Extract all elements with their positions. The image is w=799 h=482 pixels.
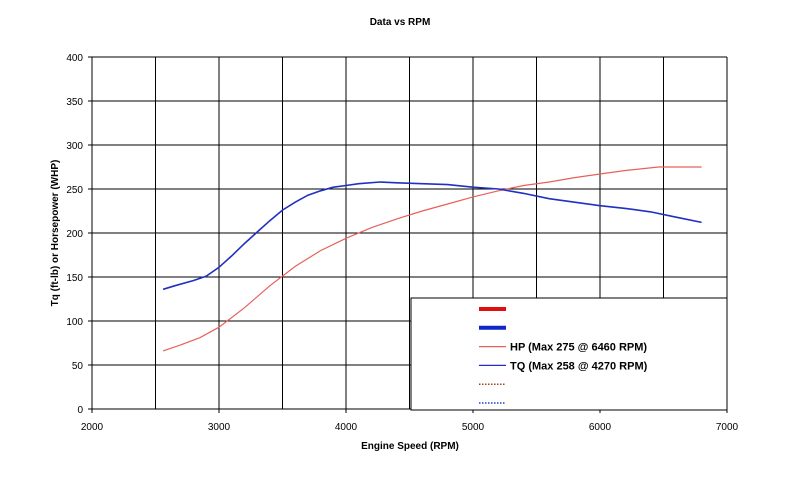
x-tick-labels: 2000 3000 4000 5000 6000 7000 — [81, 409, 739, 433]
legend-box — [410, 297, 728, 411]
x-tick-label: 3000 — [208, 422, 231, 433]
legend: HP (Max 275 @ 6460 RPM) TQ (Max 258 @ 427… — [410, 297, 728, 411]
y-tick-label: 250 — [66, 185, 83, 196]
chart-title: Data vs RPM — [370, 17, 431, 28]
x-tick-label: 6000 — [589, 422, 612, 433]
series-line-hp — [162, 166, 702, 352]
y-tick-label: 150 — [66, 273, 83, 284]
legend-label: HP (Max 275 @ 6460 RPM) — [510, 342, 647, 354]
x-tick-label: 2000 — [81, 422, 104, 433]
y-tick-label: 50 — [72, 361, 84, 372]
y-tick-label: 300 — [66, 141, 83, 152]
x-tick-label: 7000 — [716, 422, 739, 433]
y-tick-label: 350 — [66, 97, 83, 108]
x-axis-label: Engine Speed (RPM) — [361, 441, 459, 452]
x-tick-label: 4000 — [335, 422, 358, 433]
y-axis-label: Tq (ft-lb) or Horsepower (WHP) — [50, 160, 61, 307]
y-tick-label: 0 — [77, 405, 83, 416]
legend-label: TQ (Max 258 @ 4270 RPM) — [510, 360, 648, 372]
y-tick-label: 200 — [66, 229, 83, 240]
x-tick-label: 5000 — [462, 422, 485, 433]
series-lines — [162, 166, 702, 352]
y-tick-label: 100 — [66, 317, 83, 328]
y-tick-label: 400 — [66, 53, 83, 64]
series-line-tq — [162, 181, 702, 291]
y-tick-labels: 0 50 100 150 200 250 300 350 400 — [66, 53, 92, 416]
